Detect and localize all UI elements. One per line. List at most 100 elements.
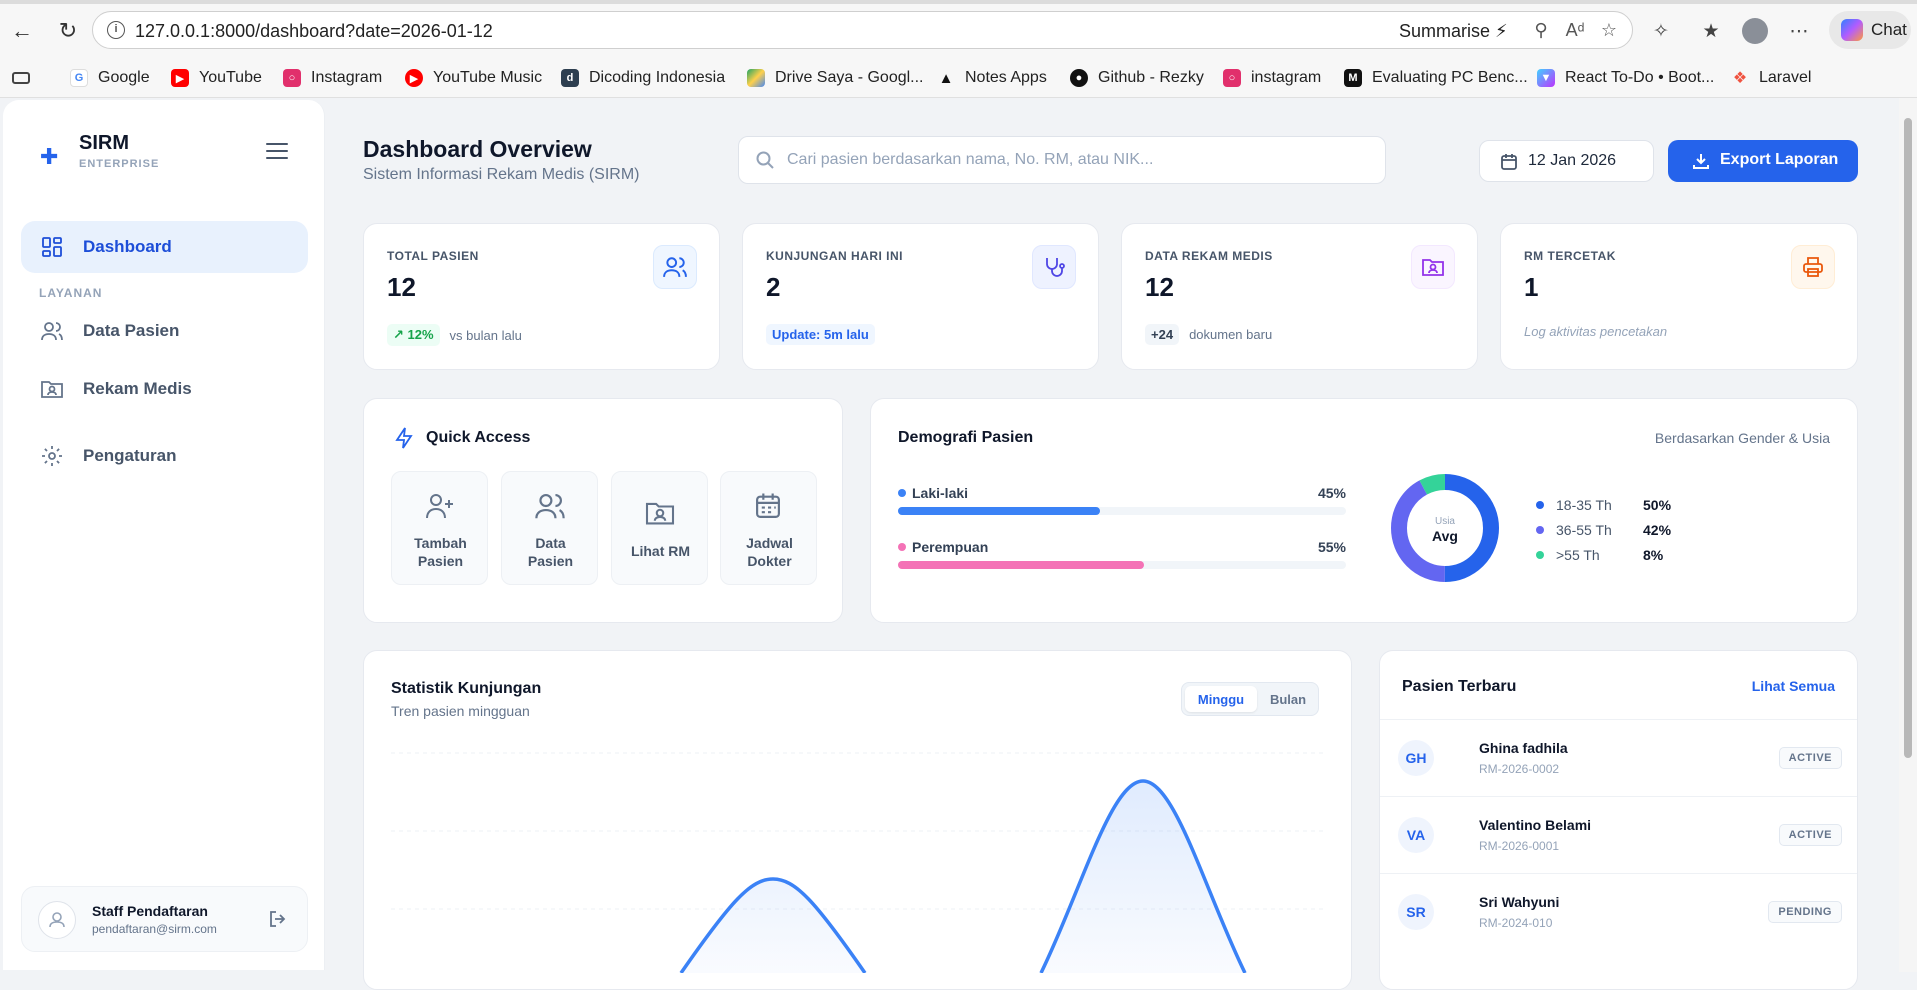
visits-area — [681, 781, 1245, 973]
bookmark-label: Instagram — [311, 69, 383, 86]
stat-value: 2 — [766, 272, 781, 302]
more-menu-icon[interactable]: ⋯ — [1789, 20, 1809, 42]
quick-view-rm-button[interactable]: Lihat RM — [611, 471, 708, 585]
lightning-icon — [394, 427, 414, 449]
users-icon — [41, 320, 63, 342]
sidebar-item-data-pasien[interactable]: Data Pasien — [21, 305, 308, 357]
bar-fill — [898, 561, 1145, 569]
bar-label: Laki-laki — [898, 485, 968, 501]
dicoding-icon: d — [561, 69, 579, 87]
tab-actions-icon[interactable] — [12, 65, 30, 91]
bookmark-label: Notes Apps — [965, 69, 1047, 86]
toggle-minggu[interactable]: Minggu — [1185, 686, 1257, 712]
stat-card-kunjungan: KUNJUNGAN HARI INI 2 Update: 5m lalu — [742, 223, 1099, 370]
legend-value: 50% — [1643, 497, 1672, 513]
quick-doctor-schedule-button[interactable]: Jadwal Dokter — [720, 471, 817, 585]
legend-dot — [898, 543, 906, 551]
bookmark-youtube[interactable]: ▶ YouTube — [171, 65, 262, 91]
donut-segments — [1391, 474, 1499, 582]
age-legend-item: >55 Th 8% — [1536, 547, 1663, 563]
list-item[interactable]: SR Sri Wahyuni RM-2024-010 PENDING — [1380, 873, 1857, 950]
bar-percent: 55% — [1317, 539, 1346, 555]
address-bar[interactable]: i 127.0.0.1:8000/dashboard?date=2026-01-… — [92, 11, 1633, 49]
legend-dot — [898, 489, 906, 497]
logout-icon[interactable] — [268, 909, 288, 929]
patient-rm: RM-2026-0002 — [1479, 762, 1560, 776]
dashboard-page: ✚ SIRM ENTERPRISE Dashboard LAYANAN Data… — [0, 98, 1917, 990]
instagram-icon: ○ — [283, 69, 301, 87]
users-icon — [535, 492, 565, 522]
bookmark-medium[interactable]: M Evaluating PC Benc... — [1344, 65, 1528, 91]
list-item[interactable]: VA Valentino Belami RM-2026-0001 ACTIVE — [1380, 796, 1857, 873]
search-box[interactable] — [738, 136, 1386, 184]
back-icon[interactable]: ← — [11, 18, 33, 43]
github-icon: ● — [1070, 69, 1088, 87]
user-name: Staff Pendaftaran — [92, 903, 208, 919]
status-badge: ACTIVE — [1778, 824, 1842, 846]
bookmark-label: Laravel — [1759, 69, 1812, 86]
bookmark-drive[interactable]: Drive Saya - Googl... — [747, 65, 924, 91]
list-item[interactable]: GH Ghina fadhila RM-2026-0002 ACTIVE — [1380, 719, 1857, 796]
calendar-icon — [754, 492, 784, 522]
donut-caption: Usia — [1435, 516, 1455, 527]
quick-add-patient-button[interactable]: Tambah Pasien — [391, 471, 488, 585]
legend-label: 36-55 Th — [1556, 522, 1612, 538]
bar-label-text: Laki-laki — [912, 485, 969, 501]
medium-icon: M — [1344, 69, 1362, 87]
toggle-bulan[interactable]: Bulan — [1269, 691, 1307, 707]
notes-icon: ▲ — [938, 69, 954, 87]
bookmark-react-todo[interactable]: ▼ React To-Do • Boot... — [1537, 65, 1714, 91]
age-legend-item: 36-55 Th 42% — [1536, 522, 1671, 538]
sidebar-item-pengaturan[interactable]: Pengaturan — [21, 430, 308, 482]
quick-data-patient-button[interactable]: Data Pasien — [501, 471, 598, 585]
bookmark-instagram-2[interactable]: ○ instagram — [1223, 65, 1321, 91]
demographics-card: Demografi Pasien Berdasarkan Gender & Us… — [870, 398, 1858, 623]
age-legend-item: 18-35 Th 50% — [1536, 497, 1671, 513]
bookmark-dicoding[interactable]: d Dicoding Indonesia — [561, 65, 725, 91]
stat-card-rekam-medis: DATA REKAM MEDIS 12 +24 dokumen baru — [1121, 223, 1478, 370]
calendar-icon — [1500, 153, 1518, 171]
bookmark-label: instagram — [1251, 69, 1322, 86]
view-all-link[interactable]: Lihat Semua — [1751, 678, 1835, 694]
sidebar-item-dashboard[interactable]: Dashboard — [21, 221, 308, 273]
bookmark-instagram[interactable]: ○ Instagram — [283, 65, 382, 91]
demographics-title: Demografi Pasien — [898, 429, 1034, 446]
sidebar-item-rekam-medis[interactable]: Rekam Medis — [21, 363, 308, 415]
date-picker[interactable]: 12 Jan 2026 — [1479, 140, 1654, 182]
bookmark-laravel[interactable]: ❖ Laravel — [1731, 65, 1812, 91]
summarise-button[interactable]: Summarise ⚡ — [1399, 21, 1508, 42]
export-report-button[interactable]: Export Laporan — [1668, 140, 1858, 182]
favorite-star-icon[interactable]: ☆ — [1600, 19, 1618, 40]
url-text[interactable]: 127.0.0.1:8000/dashboard?date=2026-01-12 — [135, 21, 493, 41]
quick-access-card: Quick Access Tambah Pasien Data Pasien L… — [363, 398, 843, 623]
google-drive-icon — [747, 69, 765, 87]
bookmark-github[interactable]: ● Github - Rezky — [1070, 65, 1204, 91]
legend-dot — [1536, 526, 1544, 534]
extensions-icon[interactable]: ✧ — [1653, 20, 1669, 42]
bookmark-youtube-music[interactable]: ▶ YouTube Music — [405, 65, 542, 91]
date-value: 12 Jan 2026 — [1528, 152, 1617, 169]
scrollbar-thumb[interactable] — [1904, 118, 1912, 758]
favorites-icon[interactable]: ★ — [1702, 20, 1720, 42]
profile-avatar[interactable] — [1740, 16, 1770, 46]
bookmark-google[interactable]: G Google — [70, 65, 150, 91]
visits-chart-card: Statistik Kunjungan Tren pasien mingguan… — [363, 650, 1352, 990]
page-scrollbar[interactable] — [1899, 98, 1917, 972]
bookmark-notes[interactable]: ▲ Notes Apps — [937, 65, 1047, 91]
hamburger-menu-icon[interactable] — [266, 143, 288, 159]
reload-icon[interactable]: ↻ — [58, 18, 78, 43]
quick-access-title: Quick Access — [426, 429, 531, 446]
avatar — [38, 901, 76, 939]
sidebar-item-label: Dashboard — [83, 237, 172, 256]
bookmarks-bar: G Google ▶ YouTube ○ Instagram ▶ YouTube Mus… — [0, 60, 1917, 98]
site-info-icon[interactable]: i — [107, 21, 125, 39]
google-icon: G — [70, 69, 88, 87]
user-email: pendaftaran@sirm.com — [92, 922, 217, 936]
read-aloud-icon[interactable]: Aᵈ — [1565, 19, 1585, 40]
stat-label: KUNJUNGAN HARI INI — [766, 249, 904, 263]
stat-footer-text: Log aktivitas pencetakan — [1524, 324, 1668, 339]
bar-label: Perempuan — [898, 539, 988, 555]
copilot-chat-button[interactable]: Chat — [1829, 11, 1911, 49]
search-input[interactable] — [787, 137, 1367, 183]
zoom-icon[interactable]: ⚲ — [1534, 19, 1548, 40]
